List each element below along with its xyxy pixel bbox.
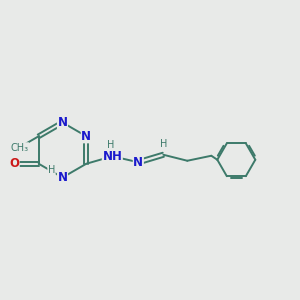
Text: N: N bbox=[133, 156, 143, 169]
Text: N: N bbox=[81, 130, 91, 143]
Text: H: H bbox=[160, 139, 167, 149]
Text: CH₃: CH₃ bbox=[11, 143, 28, 153]
Text: NH: NH bbox=[102, 150, 122, 163]
Text: O: O bbox=[9, 157, 19, 170]
Text: H: H bbox=[106, 140, 114, 150]
Text: H: H bbox=[48, 165, 55, 175]
Text: N: N bbox=[58, 116, 68, 129]
Text: N: N bbox=[58, 172, 68, 184]
